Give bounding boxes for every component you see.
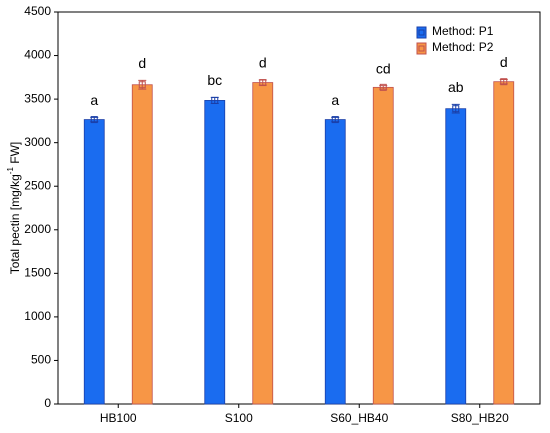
bar (493, 81, 515, 405)
legend-marker (418, 45, 425, 52)
group-letter: d (500, 54, 508, 70)
x-tick-label: S80_HB20 (451, 411, 509, 425)
legend-label: Method: P1 (432, 24, 494, 38)
y-tick-label: 3500 (24, 91, 51, 105)
mean-marker (259, 79, 267, 87)
x-tick-label: S60_HB40 (330, 411, 388, 425)
y-tick-label: 2000 (24, 222, 51, 236)
bar (204, 100, 226, 405)
y-axis-label: Total pectin [mg/kg-1 FW] (6, 142, 22, 275)
mean-marker (211, 96, 219, 104)
legend-label: Method: P2 (432, 40, 494, 54)
legend-swatch (416, 26, 427, 39)
y-tick-label: 3000 (24, 135, 51, 149)
y-tick-label: 500 (31, 353, 51, 367)
mean-marker (452, 105, 460, 113)
bar (372, 86, 394, 405)
legend-marker (418, 29, 425, 36)
mean-marker (138, 81, 146, 89)
group-letter: ab (448, 79, 464, 95)
bar (252, 82, 274, 405)
group-letter: cd (376, 60, 391, 76)
y-tick-label: 2500 (24, 178, 51, 192)
bar (83, 119, 105, 405)
mean-marker (379, 83, 387, 91)
legend-swatch (416, 42, 427, 55)
bar (445, 108, 467, 405)
bar (131, 84, 153, 405)
mean-marker (331, 116, 339, 124)
group-letter: d (138, 55, 146, 71)
mean-marker (90, 116, 98, 124)
x-tick-label: HB100 (100, 411, 137, 425)
group-letter: d (259, 55, 267, 71)
bar (324, 119, 346, 405)
mean-marker (500, 78, 508, 86)
y-tick-label: 1500 (24, 266, 51, 280)
group-letter: a (331, 92, 339, 108)
y-tick-label: 4500 (24, 4, 51, 18)
x-tick-label: S100 (225, 411, 253, 425)
y-tick-label: 0 (44, 396, 51, 410)
y-tick-label: 4000 (24, 48, 51, 62)
group-letter: bc (207, 72, 222, 88)
group-letter: a (90, 92, 98, 108)
plot-frame (57, 11, 541, 405)
y-tick-label: 1000 (24, 309, 51, 323)
